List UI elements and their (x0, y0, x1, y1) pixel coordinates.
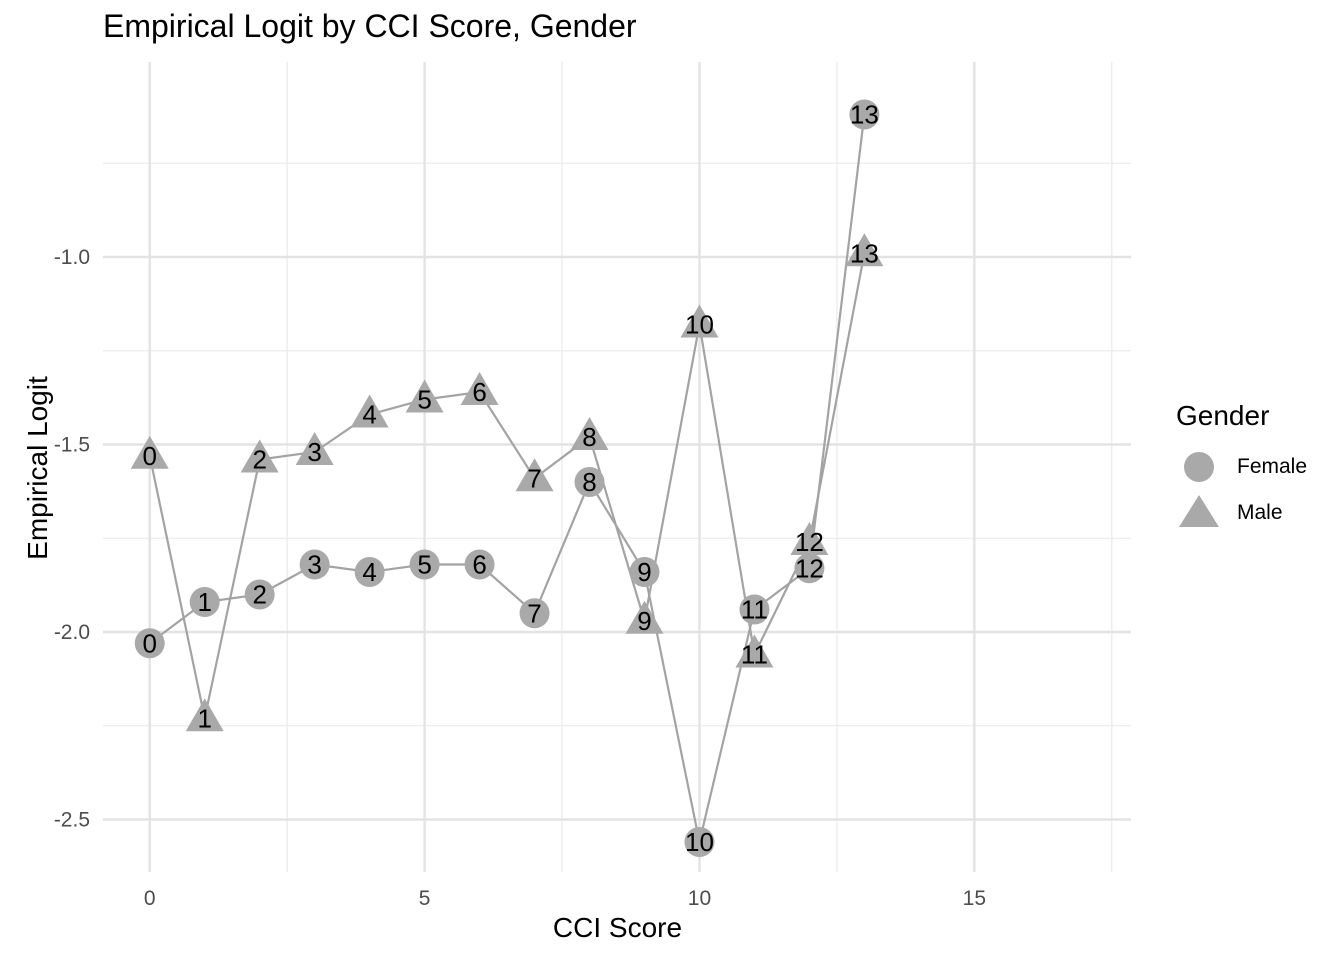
data-point-female (629, 557, 660, 587)
data-point-male (350, 394, 389, 428)
data-label-male: 7 (527, 463, 541, 493)
legend: Gender Female Male (1176, 400, 1307, 536)
data-point-male (405, 379, 444, 413)
data-point-female (299, 549, 330, 580)
x-tick-label: 5 (419, 887, 431, 910)
data-point-male (680, 304, 719, 338)
x-tick-label: 15 (963, 887, 986, 910)
data-label-male: 0 (142, 441, 156, 471)
series-points (130, 99, 884, 857)
data-label-female: 13 (850, 100, 879, 130)
legend-label-male: Male (1237, 501, 1283, 524)
data-label-female: 9 (637, 557, 651, 587)
axis-tick-labels: 0 5 10 15-2.5-2.0-1.5-1.0 (54, 246, 986, 910)
data-point-female (574, 467, 605, 497)
data-label-male: 4 (362, 400, 376, 430)
data-point-female (684, 827, 715, 857)
data-label-male: 12 (795, 527, 824, 557)
data-label-male: 9 (637, 606, 651, 636)
data-label-male: 6 (472, 377, 486, 407)
legend-label-female: Female (1237, 455, 1308, 478)
data-point-female (189, 587, 220, 617)
data-label-male: 2 (252, 445, 266, 475)
legend-title: Gender (1176, 400, 1270, 431)
data-point-male (570, 417, 609, 450)
triangle-marker-icon (1176, 490, 1222, 536)
data-point-female (519, 598, 550, 629)
data-point-female (849, 99, 880, 130)
data-label-female: 2 (252, 580, 266, 610)
data-label-female: 11 (741, 595, 768, 625)
data-point-female (134, 628, 165, 659)
x-axis-label: CCI Score (552, 912, 683, 943)
data-point-male (735, 634, 774, 668)
data-point-female (354, 557, 385, 587)
chart-title: Empirical Logit by CCI Score, Gender (103, 8, 637, 44)
data-point-male (295, 432, 334, 465)
circle-marker-icon (1176, 444, 1222, 490)
legend-item-male: Male (1176, 490, 1307, 536)
series-line-female (149, 114, 866, 843)
data-label-female: 4 (362, 557, 376, 587)
data-point-male (790, 522, 829, 555)
data-point-male (515, 458, 554, 492)
data-point-male (185, 698, 224, 732)
legend-item-female: Female (1176, 444, 1307, 490)
data-label-male: 1 (197, 703, 211, 733)
data-label-female: 8 (582, 467, 596, 497)
data-label-male: 3 (307, 437, 321, 467)
data-point-male (625, 600, 664, 634)
data-label-female: 12 (795, 553, 824, 583)
data-point-female (244, 579, 275, 610)
data-label-female: 6 (472, 550, 486, 580)
data-label-male: 10 (685, 310, 714, 340)
data-label-female: 1 (197, 587, 211, 617)
data-point-female (739, 594, 770, 625)
data-label-female: 3 (307, 550, 321, 580)
data-point-female (464, 549, 495, 580)
y-axis-label: Empirical Logit (22, 376, 53, 560)
series-lines (148, 114, 866, 843)
data-label-female: 7 (527, 598, 541, 628)
y-tick-label: -1.5 (54, 434, 90, 457)
data-label-male: 8 (582, 422, 596, 452)
data-label-female: 10 (685, 827, 714, 857)
minor-gridlines (103, 62, 1131, 872)
data-point-female (409, 549, 440, 580)
data-label-female: 0 (142, 628, 156, 658)
major-gridlines (103, 62, 1131, 872)
data-label-male: 13 (850, 238, 879, 268)
data-point-female (794, 553, 825, 584)
x-tick-label: 0 (144, 887, 156, 910)
y-tick-label: -2.0 (54, 621, 90, 644)
data-label-male: 11 (741, 640, 768, 670)
data-point-male (240, 439, 279, 473)
data-label-female: 5 (417, 550, 431, 580)
x-tick-label: 10 (688, 887, 711, 910)
data-label-male: 5 (417, 385, 431, 415)
y-tick-label: -2.5 (54, 809, 90, 832)
y-tick-label: -1.0 (54, 246, 90, 269)
data-point-male (460, 372, 499, 405)
data-point-male (130, 435, 169, 469)
data-point-male (845, 233, 884, 267)
